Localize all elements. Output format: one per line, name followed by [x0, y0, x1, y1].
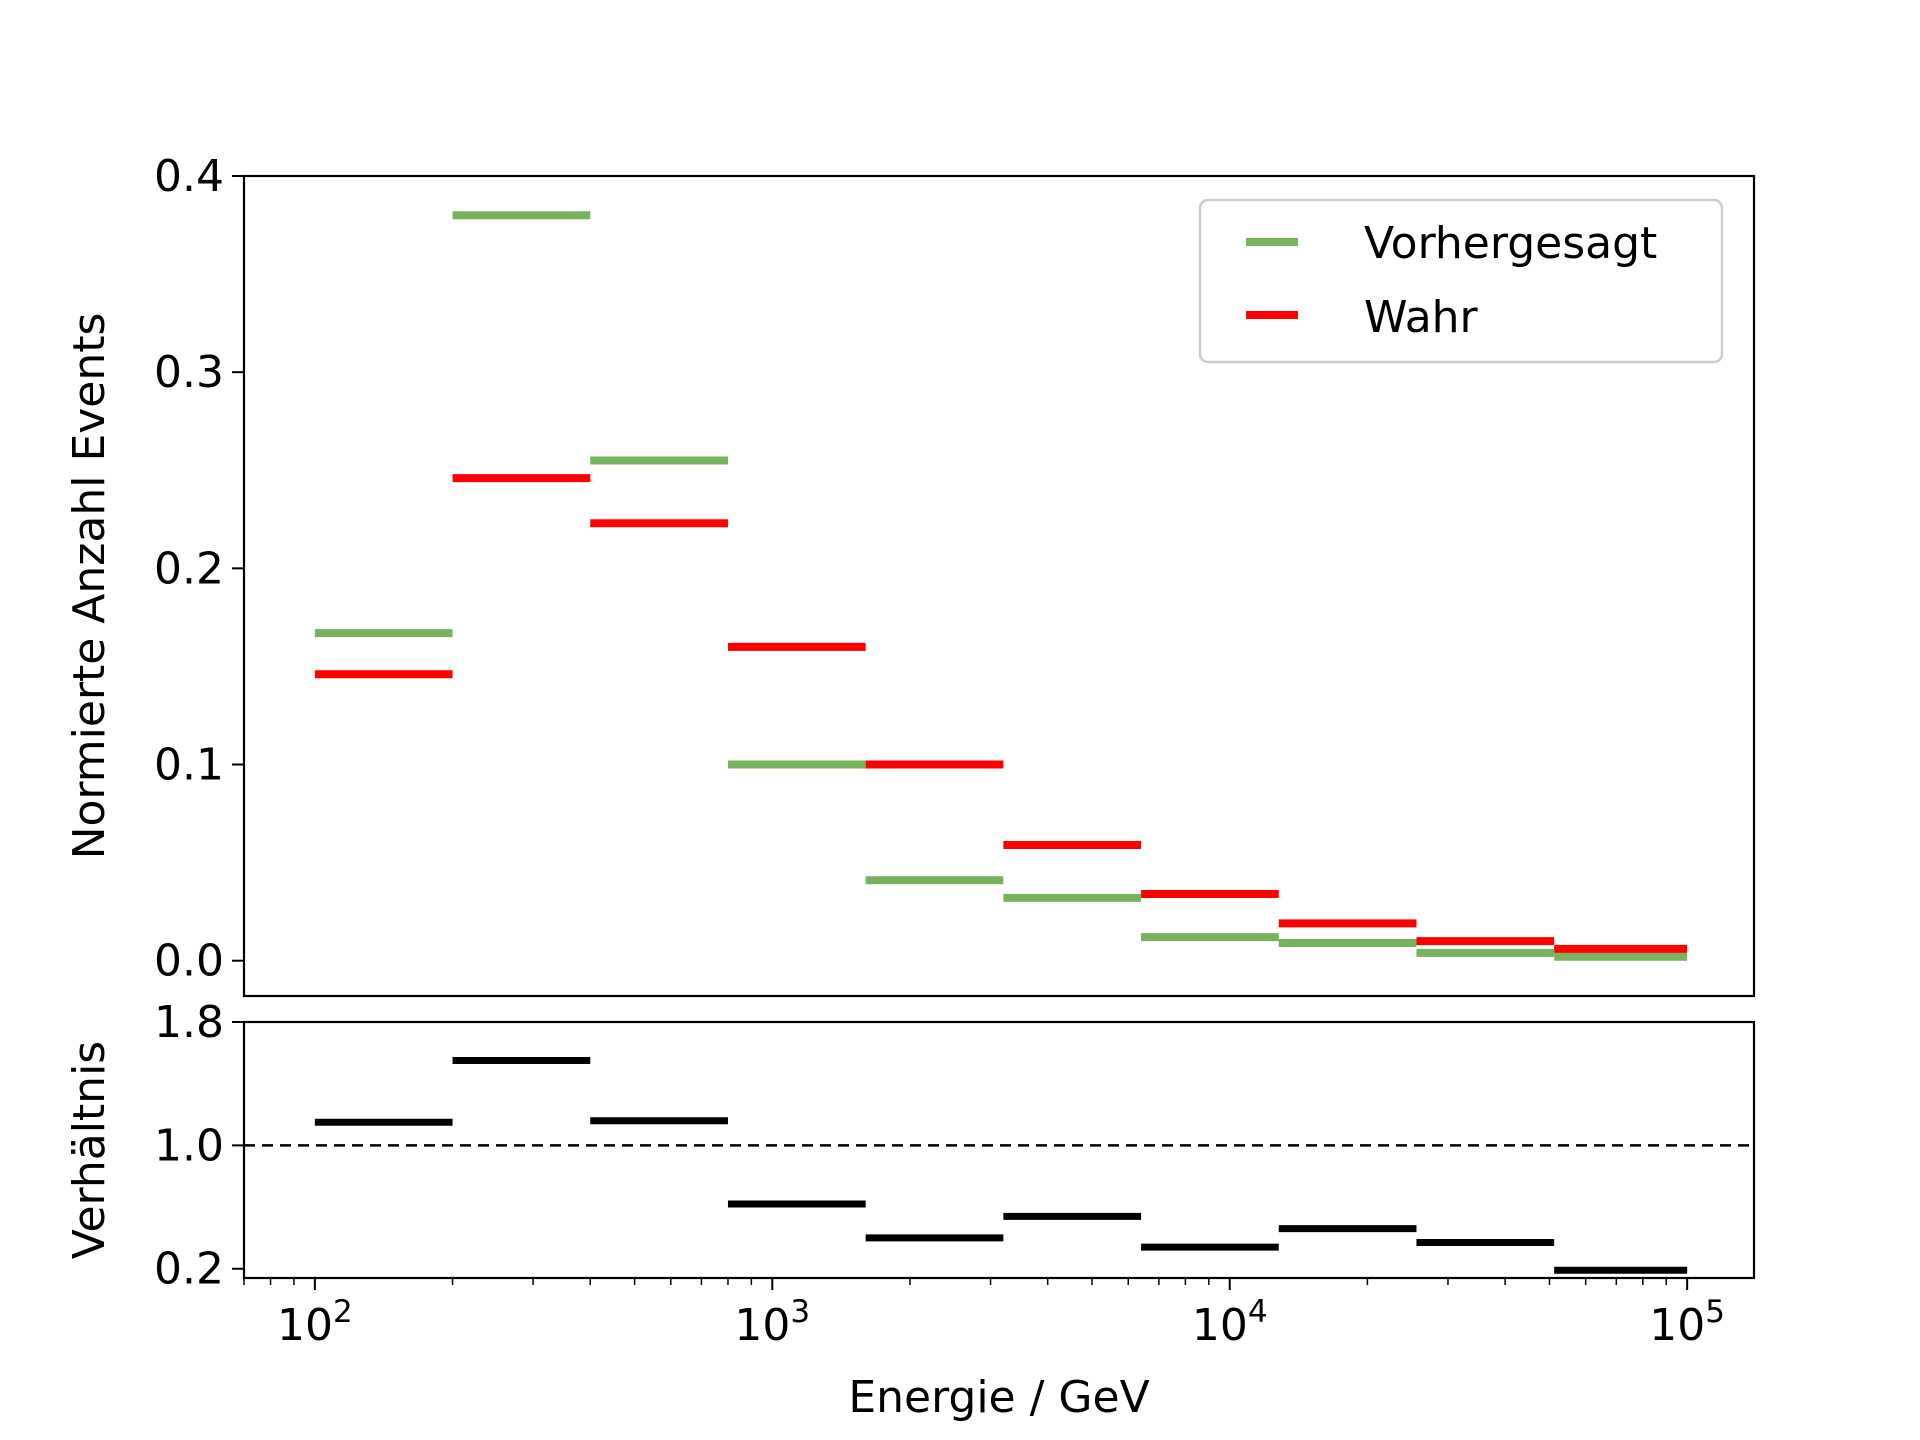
- ratio-panel: 0.2 1.0 1.8 Verhältnis: [64, 997, 1756, 1295]
- ratio-series-layer: [314, 1057, 1688, 1274]
- main-y-ticks: 0.0 0.1 0.2 0.3 0.4: [154, 151, 244, 987]
- xtick-label-1: 103: [734, 1294, 810, 1351]
- ratio-ytick-label-2: 1.8: [154, 997, 224, 1048]
- main-plot-frame: [242, 174, 1756, 998]
- main-ytick-label-1: 0.1: [154, 740, 224, 791]
- ratio-ytick-label-0: 0.2: [154, 1244, 224, 1295]
- ratio-y-axis-label: Verhältnis: [64, 1041, 115, 1259]
- main-ytick-label-2: 0.2: [154, 543, 224, 594]
- main-ytick-label-4: 0.4: [154, 151, 224, 202]
- legend-frame: [1198, 198, 1724, 364]
- main-series-layer: [314, 211, 1688, 961]
- main-ytick-label-3: 0.3: [154, 347, 224, 398]
- legend-label-wahr: Wahr: [1364, 292, 1479, 343]
- ratio-ytick-label-1: 1.0: [154, 1120, 224, 1171]
- xtick-label-0: 102: [277, 1294, 353, 1351]
- ratio-y-ticks: 0.2 1.0 1.8: [154, 997, 244, 1295]
- main-y-axis-label: Normierte Anzahl Events: [64, 313, 115, 860]
- main-panel: 0.00.10.20.30.4 Normierte Anzahl Events …: [64, 151, 1756, 998]
- x-axis-ticks: 102 103 104 105: [243, 1278, 1725, 1351]
- main-ytick-label-0: 0.0: [154, 936, 224, 987]
- ratio-plot-frame: [242, 1020, 1756, 1280]
- x-axis-label: Energie / GeV: [848, 1372, 1149, 1423]
- legend-label-vorhergesagt: Vorhergesagt: [1364, 218, 1657, 269]
- xtick-label-2: 104: [1192, 1294, 1268, 1351]
- xtick-label-3: 105: [1649, 1294, 1725, 1351]
- legend: Vorhergesagt Wahr: [1198, 198, 1724, 364]
